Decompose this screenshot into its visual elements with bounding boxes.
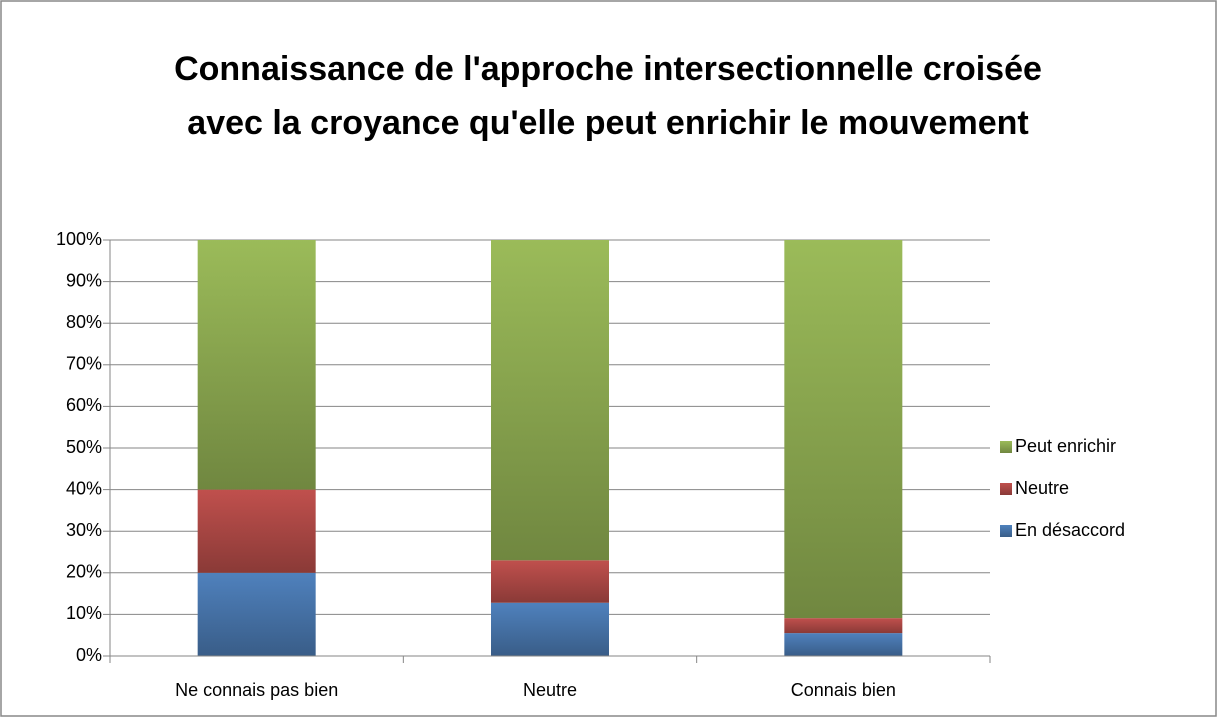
y-tick-label: 40% (66, 478, 102, 498)
bar-segment (491, 240, 609, 561)
y-tick-label: 70% (66, 354, 102, 374)
legend-swatch (1000, 441, 1012, 453)
bar-segment (491, 560, 609, 603)
bar-segment (784, 240, 903, 619)
bar-segment (197, 240, 316, 490)
y-tick-label: 90% (66, 270, 102, 290)
legend-label: Peut enrichir (1015, 436, 1116, 456)
bar-segment (784, 633, 903, 656)
bar-segment (197, 489, 316, 573)
y-tick-label: 100% (56, 229, 102, 249)
legend-label: Neutre (1015, 478, 1069, 498)
legend-label: En désaccord (1015, 520, 1125, 540)
x-tick-label: Ne connais pas bien (175, 680, 338, 700)
bar-segment (491, 602, 609, 656)
y-tick-label: 0% (76, 645, 102, 665)
y-tick-label: 80% (66, 312, 102, 332)
legend-swatch (1000, 483, 1012, 495)
y-tick-label: 60% (66, 395, 102, 415)
bar-segment (197, 572, 316, 656)
y-tick-label: 10% (66, 603, 102, 623)
y-tick-label: 50% (66, 437, 102, 457)
x-tick-label: Neutre (523, 680, 577, 700)
chart-title: Connaissance de l'approche intersectionn… (174, 50, 1042, 142)
bar-segment (784, 618, 903, 634)
legend-swatch (1000, 525, 1012, 537)
x-tick-label: Connais bien (791, 680, 896, 700)
y-tick-label: 20% (66, 562, 102, 582)
y-tick-label: 30% (66, 520, 102, 540)
